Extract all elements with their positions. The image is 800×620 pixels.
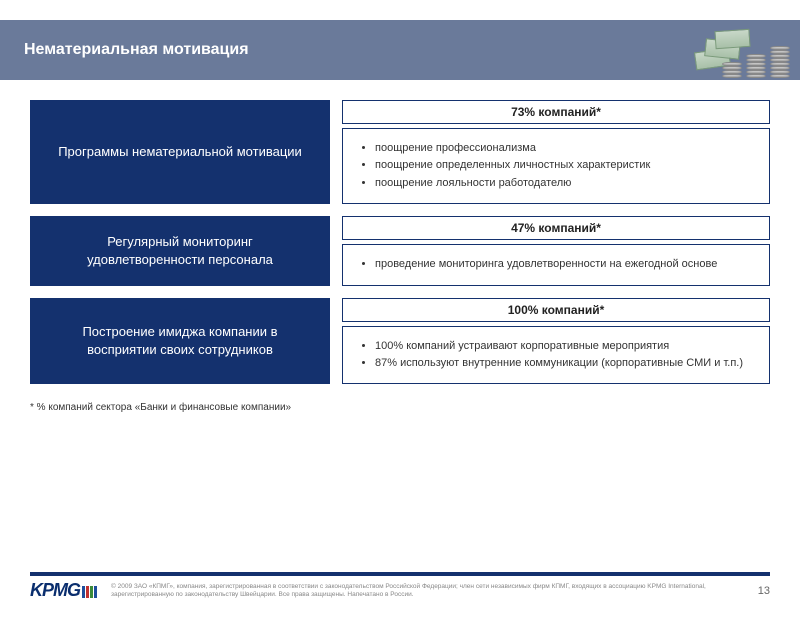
detail-col: 47% компаний* проведение мониторинга удо…: [342, 216, 770, 285]
category-box: Регулярный мониторинг удовлетворенности …: [30, 216, 330, 285]
detail-box: 100% компаний устраивают корпоративные м…: [342, 326, 770, 385]
page-title: Нематериальная мотивация: [24, 41, 249, 59]
stat-box: 73% компаний*: [342, 100, 770, 124]
detail-col: 73% компаний* поощрение профессионализма…: [342, 100, 770, 204]
footer-stripe: [30, 572, 770, 576]
kpmg-logo: KPMG: [30, 580, 97, 601]
bullet: 100% компаний устраивают корпоративные м…: [375, 339, 743, 354]
detail-box: проведение мониторинга удовлетворенности…: [342, 244, 770, 285]
money-decoration: [670, 0, 800, 80]
bullet: поощрение профессионализма: [375, 141, 650, 156]
info-row: Программы нематериальной мотивации 73% к…: [30, 100, 770, 204]
stat-box: 100% компаний*: [342, 298, 770, 322]
detail-box: поощрение профессионализма поощрение опр…: [342, 128, 770, 204]
content: Программы нематериальной мотивации 73% к…: [0, 80, 800, 384]
bullet: 87% используют внутренние коммуникации (…: [375, 356, 743, 371]
copyright: © 2009 ЗАО «КПМГ», компания, зарегистрир…: [111, 583, 744, 599]
footer: KPMG © 2009 ЗАО «КПМГ», компания, зареги…: [0, 572, 800, 620]
info-row: Регулярный мониторинг удовлетворенности …: [30, 216, 770, 285]
bullet: проведение мониторинга удовлетворенности…: [375, 257, 717, 272]
header: Нематериальная мотивация: [0, 20, 800, 80]
category-box: Построение имиджа компании в восприятии …: [30, 298, 330, 385]
page-number: 13: [758, 585, 770, 597]
detail-col: 100% компаний* 100% компаний устраивают …: [342, 298, 770, 385]
info-row: Построение имиджа компании в восприятии …: [30, 298, 770, 385]
footnote: * % компаний сектора «Банки и финансовые…: [0, 396, 800, 413]
category-box: Программы нематериальной мотивации: [30, 100, 330, 204]
stat-box: 47% компаний*: [342, 216, 770, 240]
bullet: поощрение определенных личностных характ…: [375, 158, 650, 173]
bullet: поощрение лояльности работодателю: [375, 176, 650, 191]
